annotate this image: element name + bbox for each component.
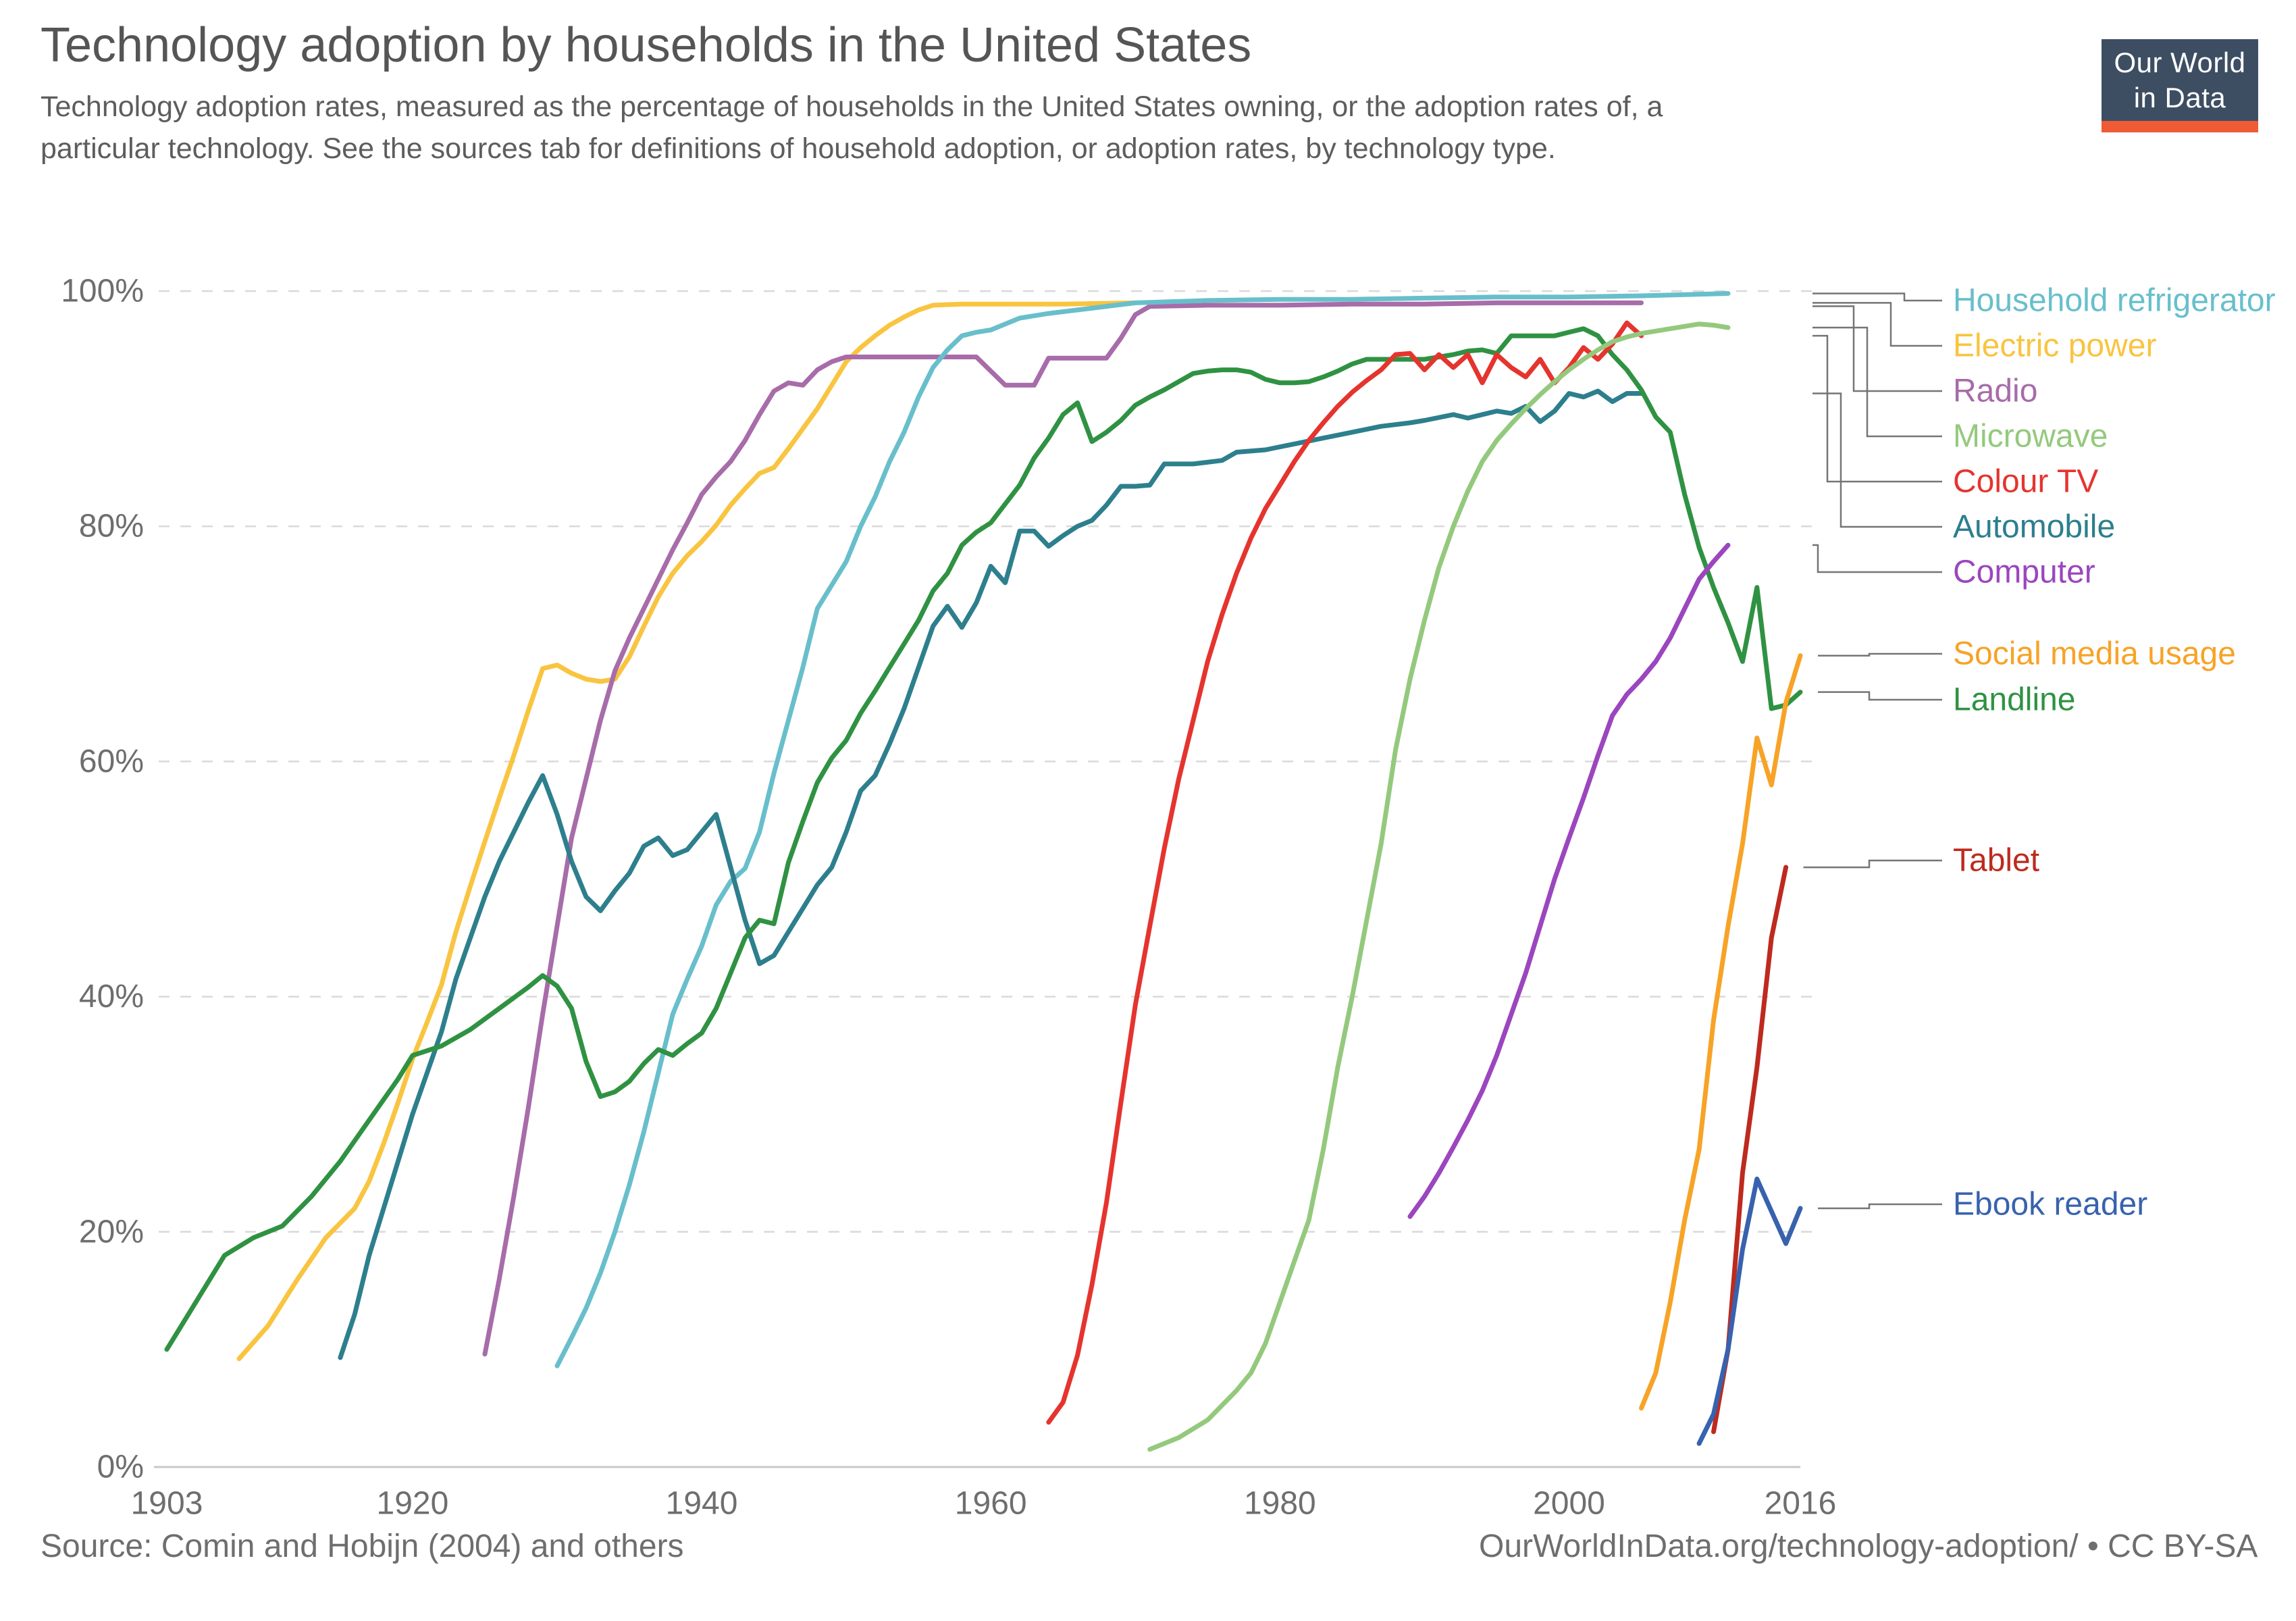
x-tick-1903: 1903 <box>131 1486 203 1522</box>
x-tick-1960: 1960 <box>955 1486 1027 1522</box>
legend-label-landline[interactable]: Landline <box>1953 682 2076 718</box>
y-tick-100%: 100% <box>61 274 144 309</box>
owid-logo-line2: in Data <box>2133 81 2226 113</box>
page-subtitle: Technology adoption rates, measured as t… <box>41 91 1663 165</box>
legend-label-automobile[interactable]: Automobile <box>1953 509 2115 545</box>
series-line-social_media[interactable] <box>1639 653 1803 1411</box>
legend-connector-radio <box>1812 305 1942 392</box>
x-tick-1940: 1940 <box>666 1486 738 1522</box>
owid-logo-accent-bar <box>2102 121 2258 132</box>
series-line-automobile[interactable] <box>338 388 1644 1360</box>
x-tick-2016: 2016 <box>1765 1486 1837 1522</box>
legend-connector-tablet <box>1803 859 1942 869</box>
owid-logo-text: Our World in Data <box>2102 39 2258 121</box>
legend-label-colour_tv[interactable]: Colour TV <box>1953 464 2098 500</box>
y-tick-20%: 20% <box>79 1214 144 1250</box>
x-tick-1920: 1920 <box>377 1486 449 1522</box>
legend-connector-household_refrigerator <box>1812 292 1942 302</box>
legend-connector-electric_power <box>1812 302 1942 347</box>
source-note: Source: Comin and Hobijn (2004) and othe… <box>41 1528 684 1564</box>
legend-connector-landline <box>1817 691 1942 701</box>
x-tick-2000: 2000 <box>1533 1486 1605 1522</box>
legend-connector-computer <box>1812 544 1942 573</box>
legend-label-tablet[interactable]: Tablet <box>1953 843 2039 879</box>
legend-connector-ebook_reader <box>1817 1203 1942 1210</box>
series-line-microwave[interactable] <box>1147 321 1731 1452</box>
legend-connector-microwave <box>1812 326 1942 438</box>
y-tick-40%: 40% <box>79 979 144 1014</box>
legend-connector-automobile <box>1812 392 1942 528</box>
y-tick-60%: 60% <box>79 744 144 779</box>
legend-label-microwave[interactable]: Microwave <box>1953 419 2108 455</box>
owid-link[interactable]: OurWorldInData.org/technology-adoption/ … <box>1479 1528 2258 1564</box>
page-title: Technology adoption by households in the… <box>41 18 1252 72</box>
legend-connector-colour_tv <box>1812 334 1942 483</box>
y-tick-80%: 80% <box>79 509 144 544</box>
legend-label-household_refrigerator[interactable]: Household refrigerator <box>1953 283 2276 319</box>
series-line-electric_power[interactable] <box>236 300 1138 1362</box>
series-line-landline[interactable] <box>164 326 1803 1352</box>
series-line-computer[interactable] <box>1407 542 1731 1219</box>
legend-label-electric_power[interactable]: Electric power <box>1953 328 2156 364</box>
series-line-ebook_reader[interactable] <box>1696 1177 1803 1446</box>
owid-logo: Our World in Data <box>2102 39 2258 132</box>
y-tick-0%: 0% <box>97 1449 144 1485</box>
legend-label-ebook_reader[interactable]: Ebook reader <box>1953 1187 2147 1223</box>
owid-logo-line1: Our World <box>2114 47 2246 79</box>
legend-connector-social_media <box>1817 652 1942 657</box>
legend-label-computer[interactable]: Computer <box>1953 555 2095 590</box>
series-line-colour_tv[interactable] <box>1046 320 1644 1425</box>
series-line-radio[interactable] <box>482 300 1644 1357</box>
x-tick-1980: 1980 <box>1244 1486 1316 1522</box>
legend-label-social_media[interactable]: Social media usage <box>1953 636 2236 672</box>
legend-label-radio[interactable]: Radio <box>1953 374 2037 409</box>
